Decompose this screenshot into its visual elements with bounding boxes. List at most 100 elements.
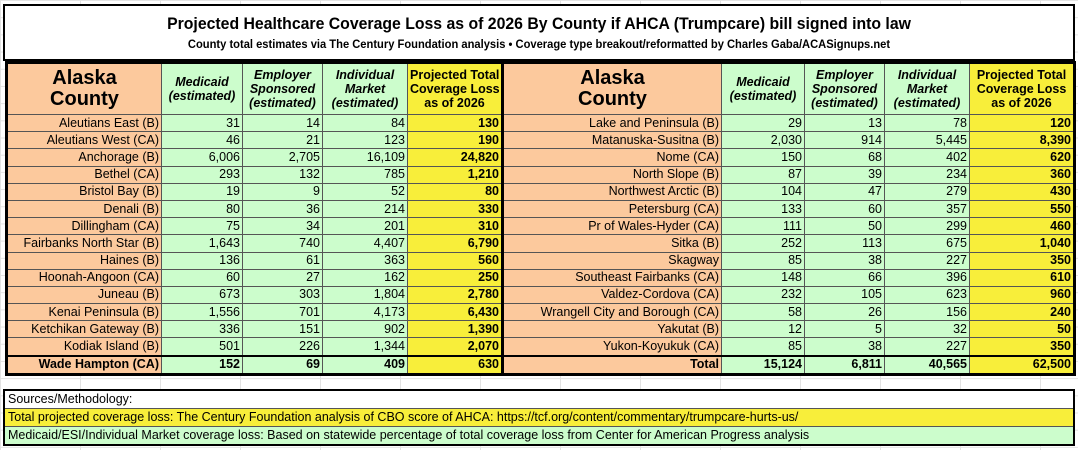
county-wrap: Fairbanks North Star (B) [10, 236, 159, 251]
total-value: 430 [969, 182, 1075, 201]
medicaid-value: 46 [161, 131, 243, 150]
employer-value: 39 [804, 165, 885, 184]
medicaid-value: 673 [161, 285, 243, 305]
medicaid-value: 85 [721, 337, 805, 357]
table-row: Kenai Peninsula (B) 1,556 701 4,173 6,430 Wra… [6, 303, 1075, 322]
county-wrap: Anchorage (B) [10, 150, 159, 165]
individual-value: 214 [322, 199, 408, 219]
employer-value: 132 [242, 165, 323, 184]
individual-value: 201 [322, 217, 408, 236]
county-name-text: Dillingham (CA) [71, 218, 159, 233]
individual-value: 279 [884, 182, 970, 201]
total-value: 120 [969, 113, 1075, 133]
county-name: Pr of Wales-Hyder (CA) [501, 217, 722, 236]
medicaid-value: 232 [721, 285, 805, 305]
individual-value: 52 [322, 182, 408, 201]
county-name: Kenai Peninsula (B) [6, 303, 162, 322]
individual-value: 785 [322, 165, 408, 184]
header-county-line: County [578, 88, 647, 110]
individual-value: 675 [884, 234, 970, 253]
county-wrap: North Slope (B) [506, 167, 719, 182]
county-name-text: Total [690, 357, 719, 372]
employer-value: 113 [804, 234, 885, 253]
county-name: Sitka (B) [501, 234, 722, 253]
header-individual-line: Individual [335, 68, 395, 82]
county-name-text: Northwest Arctic (B) [608, 184, 719, 199]
county-name: Haines (B) [6, 251, 162, 270]
county-name-text: Kenai Peninsula (B) [48, 304, 159, 319]
table-row: Haines (B) 136 61 363 560 Skagway 85 38 227 350 [6, 251, 1075, 270]
employer-value: 151 [242, 320, 323, 339]
medicaid-value: 1,643 [161, 234, 243, 253]
title-box: Projected Healthcare Coverage Loss as of… [3, 4, 1075, 61]
medicaid-value: 501 [161, 337, 243, 357]
medicaid-value: 150 [721, 148, 805, 167]
header-total: Projected Total Coverage Loss as of 2026 [407, 62, 503, 115]
header-individual-line: (estimated) [893, 96, 961, 110]
total-value: 50 [969, 320, 1075, 339]
county-name: Petersburg (CA) [501, 199, 722, 219]
individual-value: 40,565 [884, 354, 970, 375]
table-row: Dillingham (CA) 75 34 201 310 Pr of Wales-Hyd… [6, 217, 1075, 236]
medicaid-value: 336 [161, 320, 243, 339]
county-name-text: Wade Hampton (CA) [38, 357, 159, 372]
medicaid-value: 15,124 [721, 354, 805, 375]
header-employer-line: Sponsored [811, 82, 878, 96]
medicaid-value: 148 [721, 268, 805, 287]
medicaid-value: 111 [721, 217, 805, 236]
county-name-text: Valdez-Cordova (CA) [601, 287, 719, 302]
total-value: 130 [407, 113, 504, 133]
individual-value: 402 [884, 148, 970, 167]
county-name-text: Haines (B) [99, 253, 159, 268]
medicaid-value: 60 [161, 268, 243, 287]
header-county-line: Alaska [52, 67, 117, 89]
header-individual-line: Market [906, 82, 948, 96]
county-wrap: Bethel (CA) [10, 167, 159, 182]
county-name-text: Bethel (CA) [94, 167, 159, 182]
individual-value: 623 [884, 285, 970, 305]
county-wrap: Valdez-Cordova (CA) [506, 287, 719, 302]
medicaid-value: 293 [161, 165, 243, 184]
header-medicaid-line: (estimated) [729, 89, 797, 103]
county-wrap: Sitka (B) [506, 236, 719, 251]
county-wrap: Denali (B) [10, 202, 159, 217]
individual-value: 123 [322, 131, 408, 150]
total-value: 460 [969, 217, 1075, 236]
sources-heading: Sources/Methodology: [5, 391, 1073, 409]
header-employer-line: Employer [254, 68, 311, 82]
county-name-text: Pr of Wales-Hyder (CA) [588, 218, 719, 233]
employer-value: 9 [242, 182, 323, 201]
individual-value: 162 [322, 268, 408, 287]
county-wrap: Kenai Peninsula (B) [10, 305, 159, 320]
county-name-text: Ketchikan Gateway (B) [31, 321, 159, 336]
table-row: Juneau (B) 673 303 1,804 2,780 Valdez-Cordova… [6, 285, 1075, 305]
employer-value: 2,705 [242, 148, 323, 167]
employer-value: 69 [242, 354, 323, 375]
medicaid-value: 19 [161, 182, 243, 201]
county-wrap: Wade Hampton (CA) [10, 357, 159, 372]
county-name-text: Fairbanks North Star (B) [23, 235, 159, 250]
total-value: 610 [969, 268, 1075, 287]
county-wrap: Total [506, 357, 719, 372]
county-name-text: Anchorage (B) [78, 149, 159, 164]
header-employer: Employer Sponsored (estimated) [242, 62, 323, 115]
total-value: 310 [407, 217, 504, 236]
medicaid-value: 87 [721, 165, 805, 184]
header-total-line: as of 2026 [424, 96, 485, 110]
header-total-line: Projected Total [976, 68, 1067, 82]
county-wrap: Wrangell City and Borough (CA) [506, 305, 719, 320]
employer-value: 66 [804, 268, 885, 287]
employer-value: 6,811 [804, 354, 885, 375]
county-name: Hoonah-Angoon (CA) [6, 268, 162, 287]
individual-value: 234 [884, 165, 970, 184]
header-medicaid-line: Medicaid [175, 75, 229, 89]
medicaid-value: 12 [721, 320, 805, 339]
header-medicaid: Medicaid (estimated) [161, 62, 243, 115]
individual-value: 227 [884, 251, 970, 270]
medicaid-value: 85 [721, 251, 805, 270]
medicaid-value: 104 [721, 182, 805, 201]
county-wrap: Petersburg (CA) [506, 202, 719, 217]
county-wrap: Yakutat (B) [506, 322, 719, 337]
county-name: Ketchikan Gateway (B) [6, 320, 162, 339]
employer-value: 50 [804, 217, 885, 236]
